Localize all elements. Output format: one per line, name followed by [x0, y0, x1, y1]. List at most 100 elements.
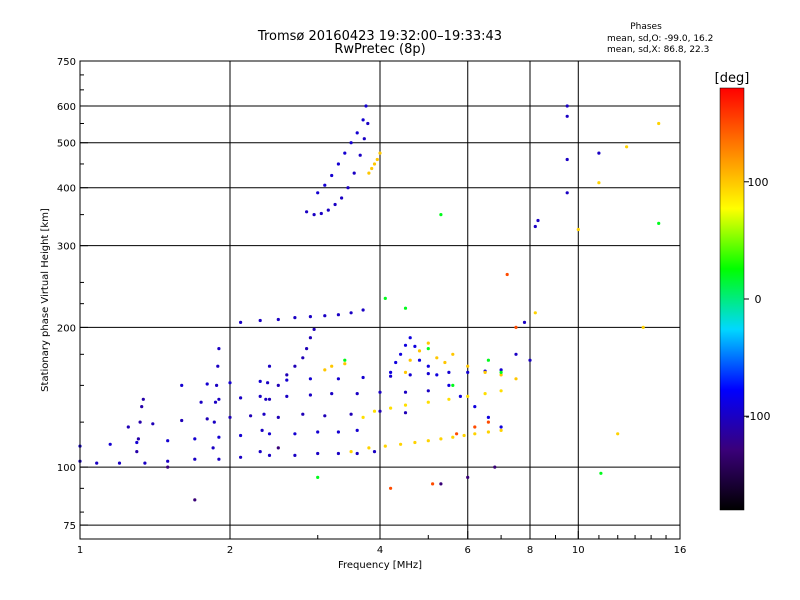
data-point: [499, 389, 503, 393]
x-tick-label: 1: [77, 545, 83, 556]
data-point: [308, 315, 312, 319]
data-point: [599, 471, 603, 475]
data-point: [316, 451, 320, 456]
y-tick-label: 100: [57, 463, 76, 474]
data-point: [383, 444, 387, 448]
x-tick-label: 4: [377, 545, 383, 556]
y-tick-label: 500: [57, 139, 76, 150]
data-point: [455, 432, 459, 436]
data-point: [267, 453, 272, 457]
data-point: [326, 208, 330, 212]
data-point: [260, 428, 264, 432]
data-point: [383, 296, 387, 300]
data-point: [451, 435, 455, 439]
data-point: [389, 406, 393, 410]
x-axis-label: Frequency [MHz]: [338, 560, 422, 571]
data-point: [267, 397, 272, 401]
data-point: [426, 347, 430, 351]
data-point: [319, 211, 323, 216]
data-point: [473, 405, 477, 409]
data-point: [258, 394, 262, 398]
data-point: [403, 390, 408, 394]
data-point: [361, 415, 365, 419]
data-point: [417, 349, 422, 353]
data-point: [483, 370, 487, 374]
data-point: [323, 314, 327, 318]
data-point: [486, 415, 490, 419]
data-point: [323, 368, 327, 372]
data-point: [151, 422, 155, 426]
data-point: [389, 486, 393, 490]
data-point: [293, 316, 297, 320]
data-point: [372, 409, 377, 413]
data-point: [95, 461, 99, 465]
data-point: [355, 131, 359, 135]
data-point: [372, 450, 377, 454]
data-point: [466, 370, 470, 374]
data-point: [216, 364, 220, 368]
data-point: [466, 394, 470, 398]
data-point: [403, 403, 408, 407]
data-point: [352, 171, 356, 175]
data-point: [364, 104, 368, 108]
data-point: [403, 343, 408, 347]
data-point: [336, 451, 340, 456]
data-point: [333, 202, 337, 207]
x-tick-label: 2: [227, 545, 233, 556]
data-point: [439, 437, 443, 441]
data-point: [413, 344, 417, 348]
data-point: [293, 364, 297, 368]
data-point: [426, 364, 430, 368]
data-point: [657, 221, 661, 225]
data-point: [399, 352, 403, 356]
data-point: [330, 364, 334, 368]
data-point: [117, 461, 122, 465]
data-point: [135, 440, 139, 445]
data-point: [378, 409, 382, 413]
data-point: [426, 372, 430, 376]
data-point: [264, 397, 268, 401]
data-point: [466, 475, 470, 479]
data-points: [78, 104, 661, 502]
data-point: [499, 428, 503, 432]
data-point: [358, 153, 362, 157]
data-point: [166, 439, 170, 443]
data-point: [180, 383, 184, 387]
data-point: [458, 394, 462, 398]
data-point: [378, 151, 382, 155]
data-point: [499, 373, 503, 377]
data-point: [443, 360, 447, 365]
data-point: [403, 370, 408, 374]
data-point: [258, 318, 262, 323]
data-point: [228, 381, 232, 385]
data-point: [312, 213, 316, 217]
data-point: [312, 327, 316, 331]
data-point: [370, 166, 374, 171]
data-point: [408, 358, 412, 362]
data-point: [228, 415, 232, 419]
data-point: [576, 227, 580, 232]
chart-subtitle: RwPretec (8p): [334, 42, 425, 57]
data-point: [213, 400, 218, 404]
data-point: [462, 433, 466, 438]
data-point: [565, 191, 569, 195]
data-point: [408, 336, 412, 340]
data-point: [293, 453, 297, 457]
data-point: [362, 137, 366, 141]
data-point: [514, 325, 518, 329]
colorbar-tick-label: 100: [748, 176, 769, 189]
data-point: [212, 420, 216, 424]
data-point: [258, 379, 262, 383]
data-point: [193, 437, 197, 441]
data-point: [451, 383, 455, 387]
data-point: [330, 173, 334, 178]
data-point: [366, 121, 370, 126]
data-point: [323, 183, 327, 187]
data-point: [308, 393, 312, 397]
data-point: [625, 145, 629, 149]
data-point: [514, 352, 518, 356]
data-point: [389, 370, 393, 374]
y-tick-labels: 75 100 200 300 400 500 600 750: [57, 57, 76, 532]
data-point: [262, 412, 266, 416]
data-point: [367, 446, 371, 450]
